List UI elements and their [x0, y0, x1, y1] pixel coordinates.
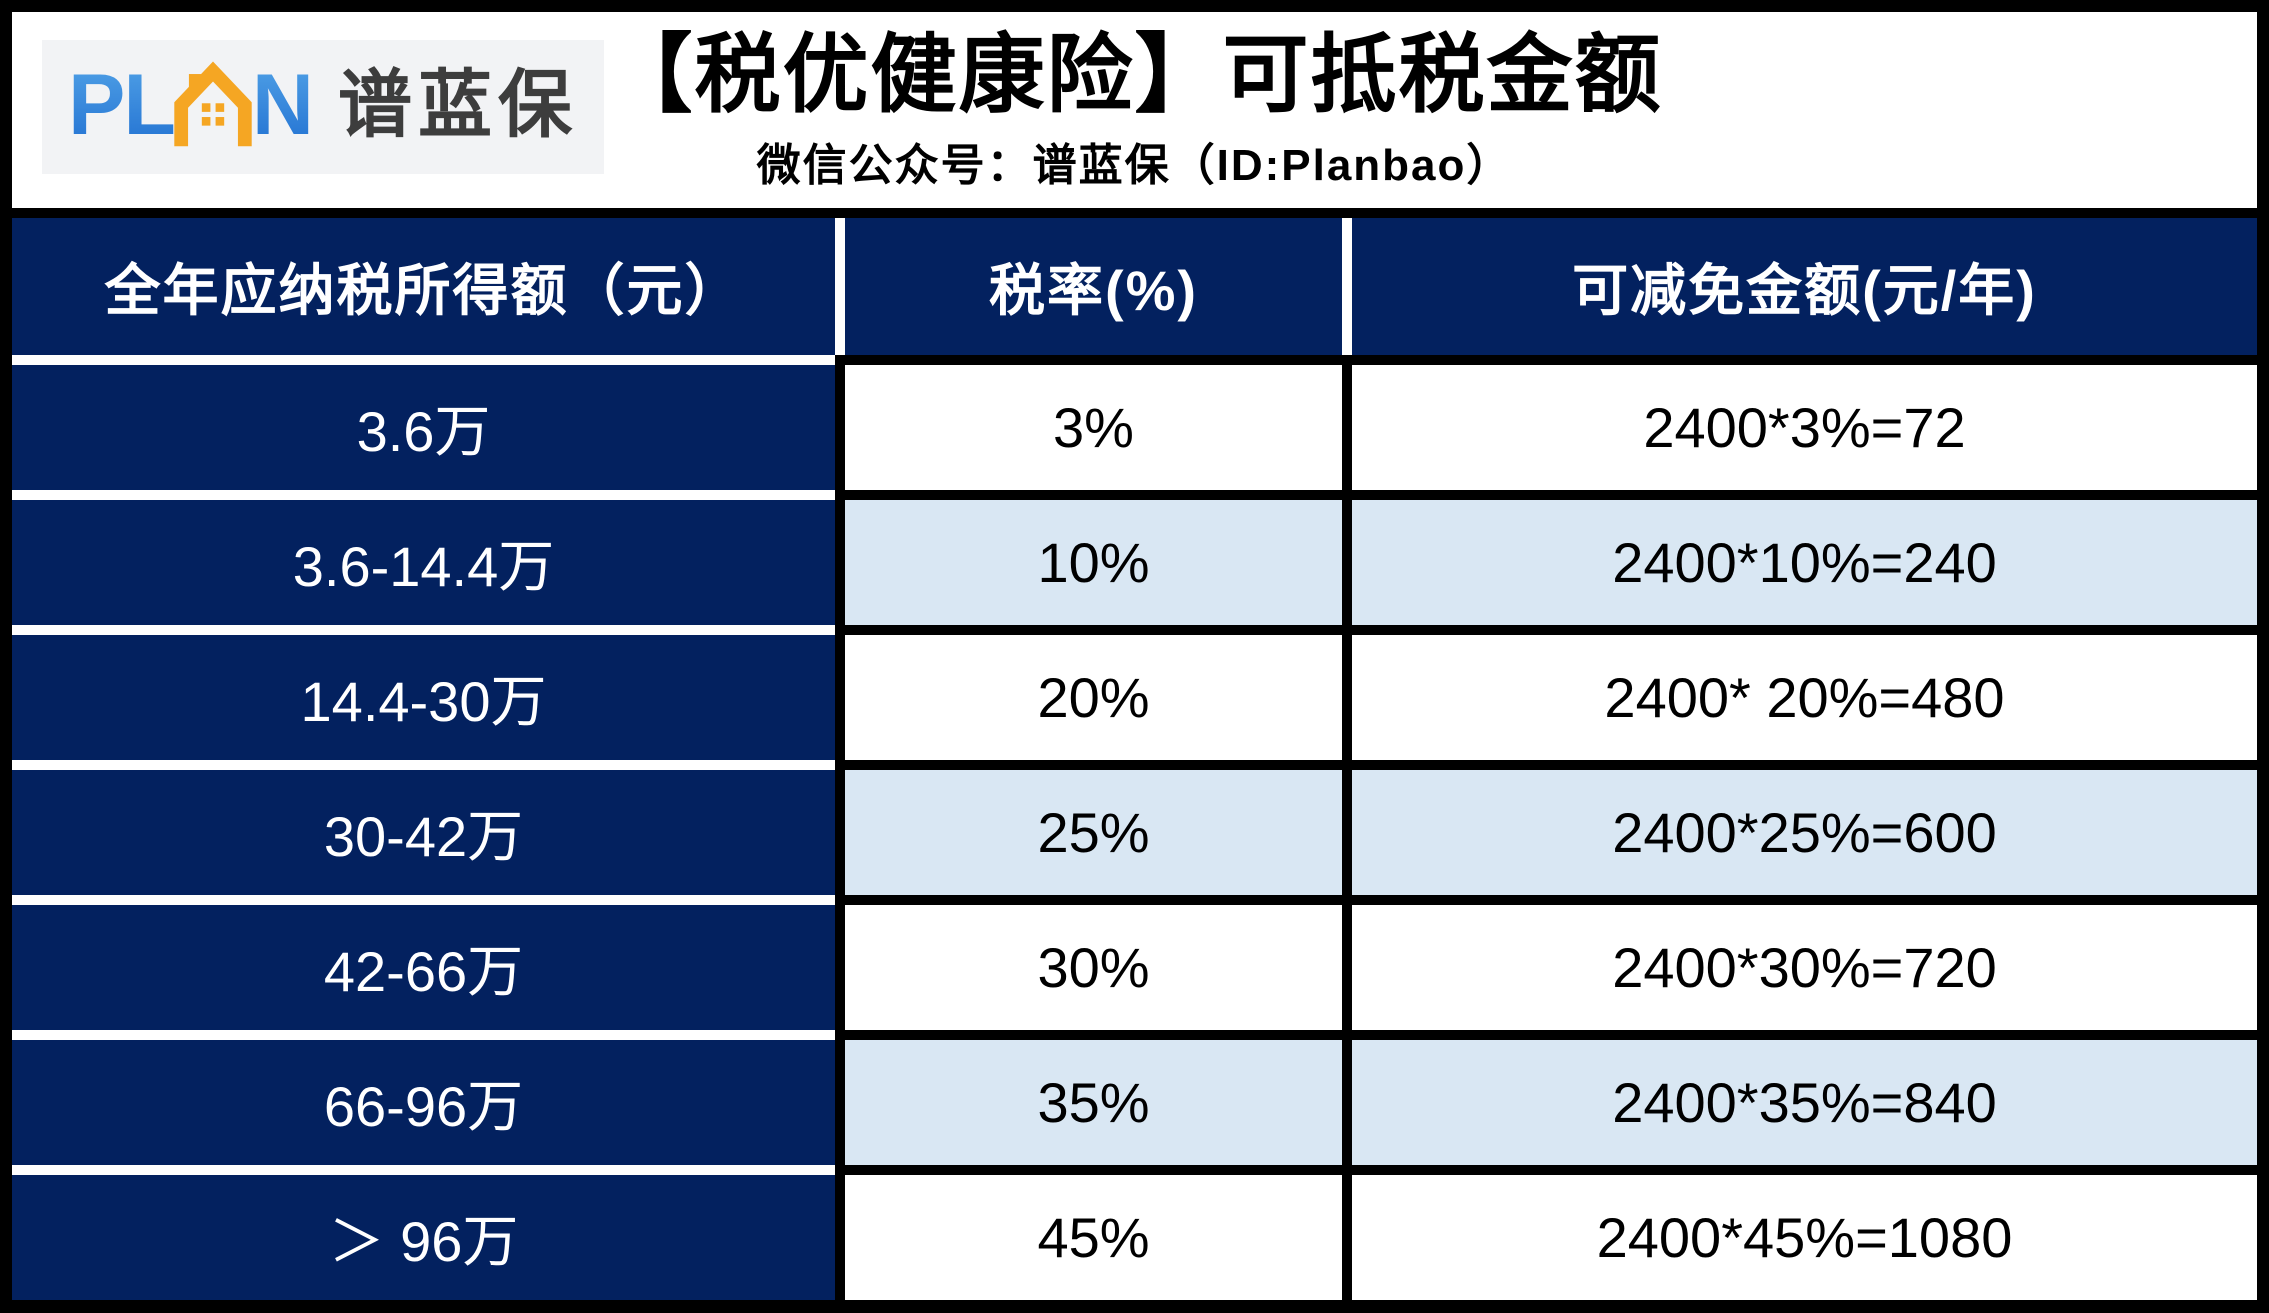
- deduction-cell: 2400* 20%=480: [1352, 635, 2257, 760]
- page-subtitle: 微信公众号：谱蓝保（ID:Planbao）: [756, 140, 1513, 190]
- column-header-tax-rate: 税率(%): [845, 218, 1342, 355]
- title-band: 【税优健康险】可抵税金额 微信公众号：谱蓝保（ID:Planbao） PL N …: [12, 12, 2257, 208]
- deduction-cell: 2400*10%=240: [1352, 500, 2257, 625]
- row-label: 66-96万: [12, 1040, 835, 1165]
- page-title: 【税优健康险】可抵税金额: [606, 27, 1663, 123]
- logo-text-pl: PL: [68, 57, 176, 153]
- deduction-cell: 2400*25%=600: [1352, 770, 2257, 895]
- brand-logo: PL N 谱蓝保: [42, 40, 605, 174]
- house-icon: [174, 61, 252, 147]
- logo-brand-name: 谱蓝保: [338, 63, 579, 146]
- deduction-cell: 2400*3%=72: [1352, 365, 2257, 490]
- row-label: 30-42万: [12, 770, 835, 895]
- row-label: 42-66万: [12, 905, 835, 1030]
- row-label: 14.4-30万: [12, 635, 835, 760]
- row-label: 3.6-14.4万: [12, 500, 835, 625]
- row-label: 3.6万: [12, 365, 835, 490]
- tax-rate-cell: 30%: [845, 905, 1342, 1030]
- column-header-deductible-amount: 可减免金额(元/年): [1352, 218, 2257, 355]
- tax-rate-cell: 25%: [845, 770, 1342, 895]
- tax-rate-cell: 3%: [845, 365, 1342, 490]
- column-header-taxable-income: 全年应纳税所得额（元）: [12, 218, 835, 355]
- deduction-cell: 2400*35%=840: [1352, 1040, 2257, 1165]
- logo-text-n: N: [251, 57, 314, 153]
- deduction-cell: 2400*30%=720: [1352, 905, 2257, 1030]
- tax-rate-cell: 45%: [845, 1175, 1342, 1300]
- tax-rate-cell: 20%: [845, 635, 1342, 760]
- tax-rate-cell: 10%: [845, 500, 1342, 625]
- deduction-cell: 2400*45%=1080: [1352, 1175, 2257, 1300]
- tax-rate-cell: 35%: [845, 1040, 1342, 1165]
- tax-deduction-table: 全年应纳税所得额（元） 税率(%) 可减免金额(元/年) 3.6万 3% 240…: [12, 208, 2257, 1301]
- title-block: 【税优健康险】可抵税金额 微信公众号：谱蓝保（ID:Planbao）: [12, 12, 2257, 193]
- row-label: ＞ 96万: [12, 1175, 835, 1300]
